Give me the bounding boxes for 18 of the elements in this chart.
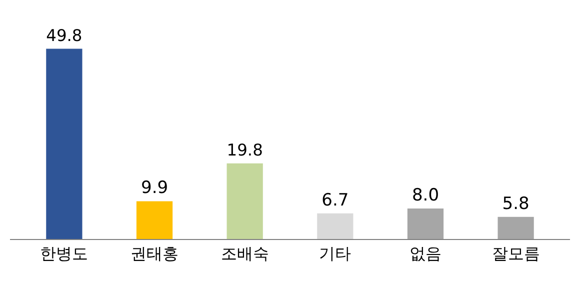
x-tick-label: 잘모름 [492,244,540,264]
x-tick-label: 없음 [409,244,442,264]
bar [317,213,354,239]
bar [407,208,444,239]
x-tick-label: 권태홍 [130,244,179,264]
data-label: 5.8 [502,194,530,214]
bar [226,163,263,239]
data-label: 49.8 [46,26,82,46]
x-tick-label: 조배숙 [220,244,269,264]
data-label: 19.8 [226,140,263,160]
x-tick-label: 기타 [319,244,352,264]
data-label: 9.9 [140,178,168,198]
bar [498,216,534,239]
bar [46,48,82,239]
bar [136,201,173,239]
data-label: 6.7 [322,190,349,210]
data-label: 8.0 [412,185,440,206]
x-tick-label: 한병도 [40,244,88,264]
